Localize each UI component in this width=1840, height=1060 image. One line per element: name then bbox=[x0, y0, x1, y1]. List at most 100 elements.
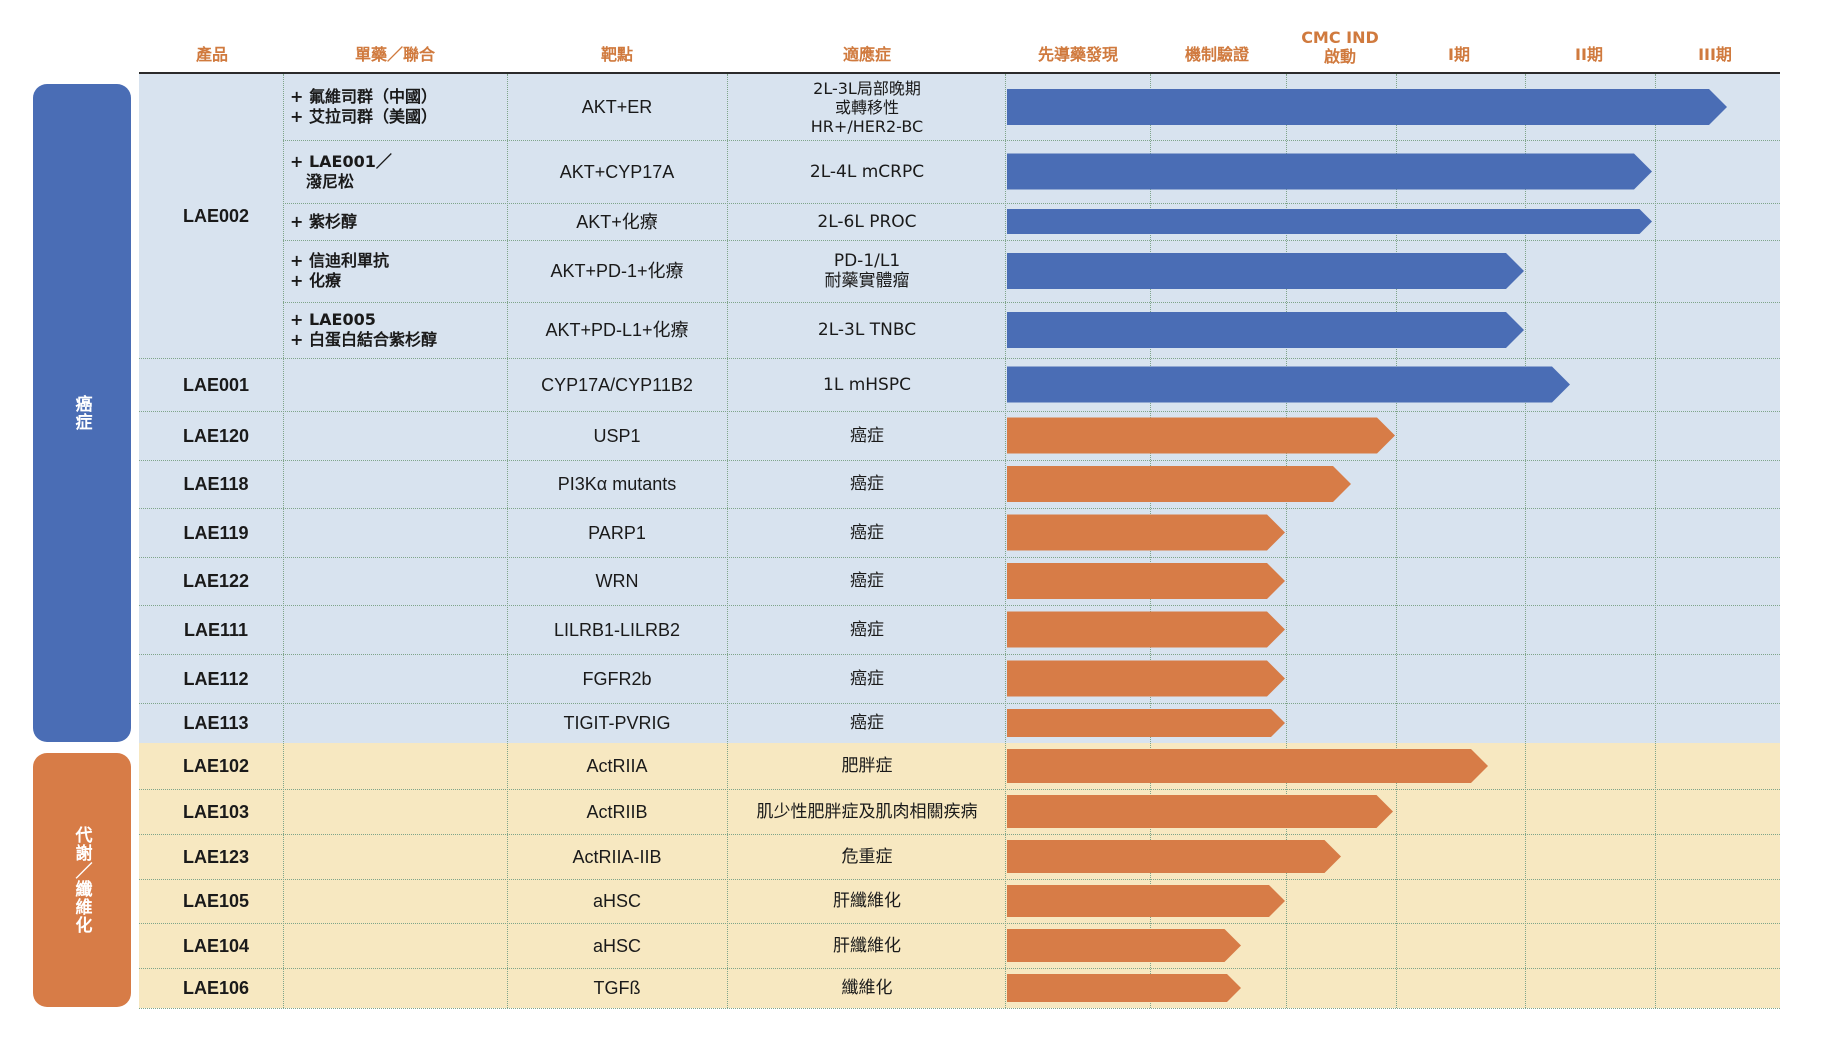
combination-line: + 紫杉醇 bbox=[290, 211, 357, 231]
product-name: LAE111 bbox=[183, 619, 249, 640]
grid-vertical-line bbox=[1396, 74, 1397, 1008]
target: ActRIIA bbox=[586, 756, 648, 776]
grid-horizontal-line bbox=[139, 358, 1780, 359]
metabolic-group-tab: 代謝／纖維化 bbox=[33, 753, 131, 1007]
indication-line: PD-1/L1 bbox=[833, 251, 901, 271]
combination-line: + 白蛋白結合紫杉醇 bbox=[290, 330, 437, 349]
grid-horizontal-line bbox=[139, 968, 1780, 969]
grid-vertical-line bbox=[283, 74, 284, 1008]
indication-line: 肌少性肥胖症及肌肉相關疾病 bbox=[756, 801, 978, 822]
header-stage-4: I期 bbox=[1448, 45, 1470, 64]
grid-horizontal-line bbox=[139, 557, 1780, 558]
indication: 2L-6L PROC bbox=[730, 203, 1004, 240]
indication-line: 癌症 bbox=[850, 474, 884, 494]
product-name: LAE120 bbox=[182, 425, 250, 446]
header-mono-combo: 單藥／聯合 bbox=[354, 45, 435, 64]
grid-horizontal-line bbox=[283, 203, 1780, 204]
combination-line: + LAE001／ bbox=[290, 151, 392, 171]
grid-horizontal-line bbox=[283, 240, 1780, 241]
grid-horizontal-line bbox=[139, 605, 1780, 606]
target: TGFß bbox=[593, 978, 641, 998]
target: ActRIIA-IIB bbox=[572, 846, 662, 867]
progress-bar-lae002-5 bbox=[1007, 312, 1524, 348]
target: aHSC bbox=[592, 891, 641, 911]
target: PARP1 bbox=[588, 522, 646, 543]
grid-vertical-line bbox=[1655, 74, 1656, 1008]
progress-bar-lae111 bbox=[1007, 611, 1285, 648]
header-indication: 適應症 bbox=[842, 45, 891, 64]
target: PI3Kα mutants bbox=[557, 474, 677, 494]
header-stage-5: II期 bbox=[1575, 45, 1603, 64]
progress-bar-lae102 bbox=[1007, 749, 1488, 783]
indication-line: 2L-3L TNBC bbox=[817, 320, 917, 340]
indication-line: 癌症 bbox=[850, 571, 884, 591]
indication-line: 1L mHSPC bbox=[823, 374, 911, 395]
progress-bar-lae002-4 bbox=[1007, 253, 1524, 289]
grid-vertical-line bbox=[507, 74, 508, 1008]
progress-bar-lae123 bbox=[1007, 840, 1341, 873]
header-stage-3: CMC IND 啟動 bbox=[1270, 28, 1410, 66]
header-stage-line: CMC IND bbox=[1301, 28, 1379, 47]
target: WRN bbox=[595, 571, 639, 591]
product-name: LAE102 bbox=[182, 756, 250, 776]
target: CYP17A/CYP11B2 bbox=[541, 374, 693, 395]
indication: 癌症 bbox=[730, 411, 1004, 460]
indication: 癌症 bbox=[730, 557, 1004, 605]
indication: 危重症 bbox=[730, 834, 1004, 879]
indication-line: 癌症 bbox=[850, 425, 884, 446]
indication: 肌少性肥胖症及肌肉相關疾病 bbox=[730, 789, 1004, 834]
combination-line: + LAE005 bbox=[290, 310, 376, 329]
grid-horizontal-line bbox=[139, 834, 1780, 835]
progress-bar-lae105 bbox=[1007, 885, 1285, 917]
product-name: LAE105 bbox=[182, 891, 250, 911]
target: AKT+CYP17A bbox=[559, 161, 675, 182]
grid-horizontal-line bbox=[283, 302, 1780, 303]
indication-line: 耐藥實體瘤 bbox=[824, 271, 910, 291]
header-stage-6: III期 bbox=[1698, 45, 1732, 64]
header-stage-line: 啟動 bbox=[1323, 47, 1356, 66]
indication: 纖維化 bbox=[730, 968, 1004, 1008]
metabolic-group-label: 代謝／纖維化 bbox=[71, 826, 92, 934]
grid-horizontal-line bbox=[139, 508, 1780, 509]
indication: PD-1/L1 耐藥實體瘤 bbox=[730, 240, 1004, 302]
progress-bar-lae001 bbox=[1007, 366, 1570, 403]
combination-line: + 氟維司群（中國） bbox=[290, 87, 437, 106]
indication-line: 肝纖維化 bbox=[833, 935, 901, 956]
grid-vertical-line bbox=[1005, 74, 1006, 1008]
grid-horizontal-line bbox=[139, 923, 1780, 924]
indication: 癌症 bbox=[730, 654, 1004, 703]
target: AKT+ER bbox=[581, 97, 653, 117]
product-name: LAE122 bbox=[182, 571, 250, 591]
indication-line: 2L-3L局部晚期 bbox=[813, 78, 921, 98]
indication-line: 癌症 bbox=[850, 713, 884, 733]
progress-bar-lae002-2 bbox=[1007, 153, 1652, 190]
product-name: LAE112 bbox=[183, 668, 249, 689]
progress-bar-lae113 bbox=[1007, 709, 1285, 737]
indication-line: 2L-6L PROC bbox=[817, 211, 917, 232]
progress-bar-lae002-3 bbox=[1007, 209, 1652, 234]
combination-line: + 化療 bbox=[290, 271, 341, 290]
grid-horizontal-line bbox=[139, 411, 1780, 412]
progress-bar-lae002-1 bbox=[1007, 89, 1727, 125]
indication-line: 或轉移性 bbox=[834, 97, 899, 117]
indication: 癌症 bbox=[730, 508, 1004, 557]
product-name: LAE103 bbox=[182, 801, 250, 822]
indication: 癌症 bbox=[730, 605, 1004, 654]
grid-horizontal-line bbox=[139, 460, 1780, 461]
grid-horizontal-line bbox=[283, 140, 1780, 141]
combination: + 氟維司群（中國） + 艾拉司群（美國） bbox=[290, 74, 504, 140]
grid-horizontal-line bbox=[139, 879, 1780, 880]
product-name: LAE113 bbox=[183, 713, 249, 733]
indication-line: 2L-4L mCRPC bbox=[809, 161, 925, 182]
target: FGFR2b bbox=[582, 668, 652, 689]
grid-vertical-line bbox=[1286, 74, 1287, 1008]
indication-line: 癌症 bbox=[850, 522, 884, 543]
indication-line: 纖維化 bbox=[841, 978, 893, 998]
target: AKT+化療 bbox=[576, 211, 658, 232]
indication-line: 危重症 bbox=[841, 846, 893, 867]
combination: + 信迪利單抗 + 化療 bbox=[290, 240, 504, 302]
combination: + LAE005 + 白蛋白結合紫杉醇 bbox=[290, 302, 504, 358]
combination: + 紫杉醇 bbox=[290, 203, 504, 240]
progress-bar-lae122 bbox=[1007, 563, 1285, 599]
